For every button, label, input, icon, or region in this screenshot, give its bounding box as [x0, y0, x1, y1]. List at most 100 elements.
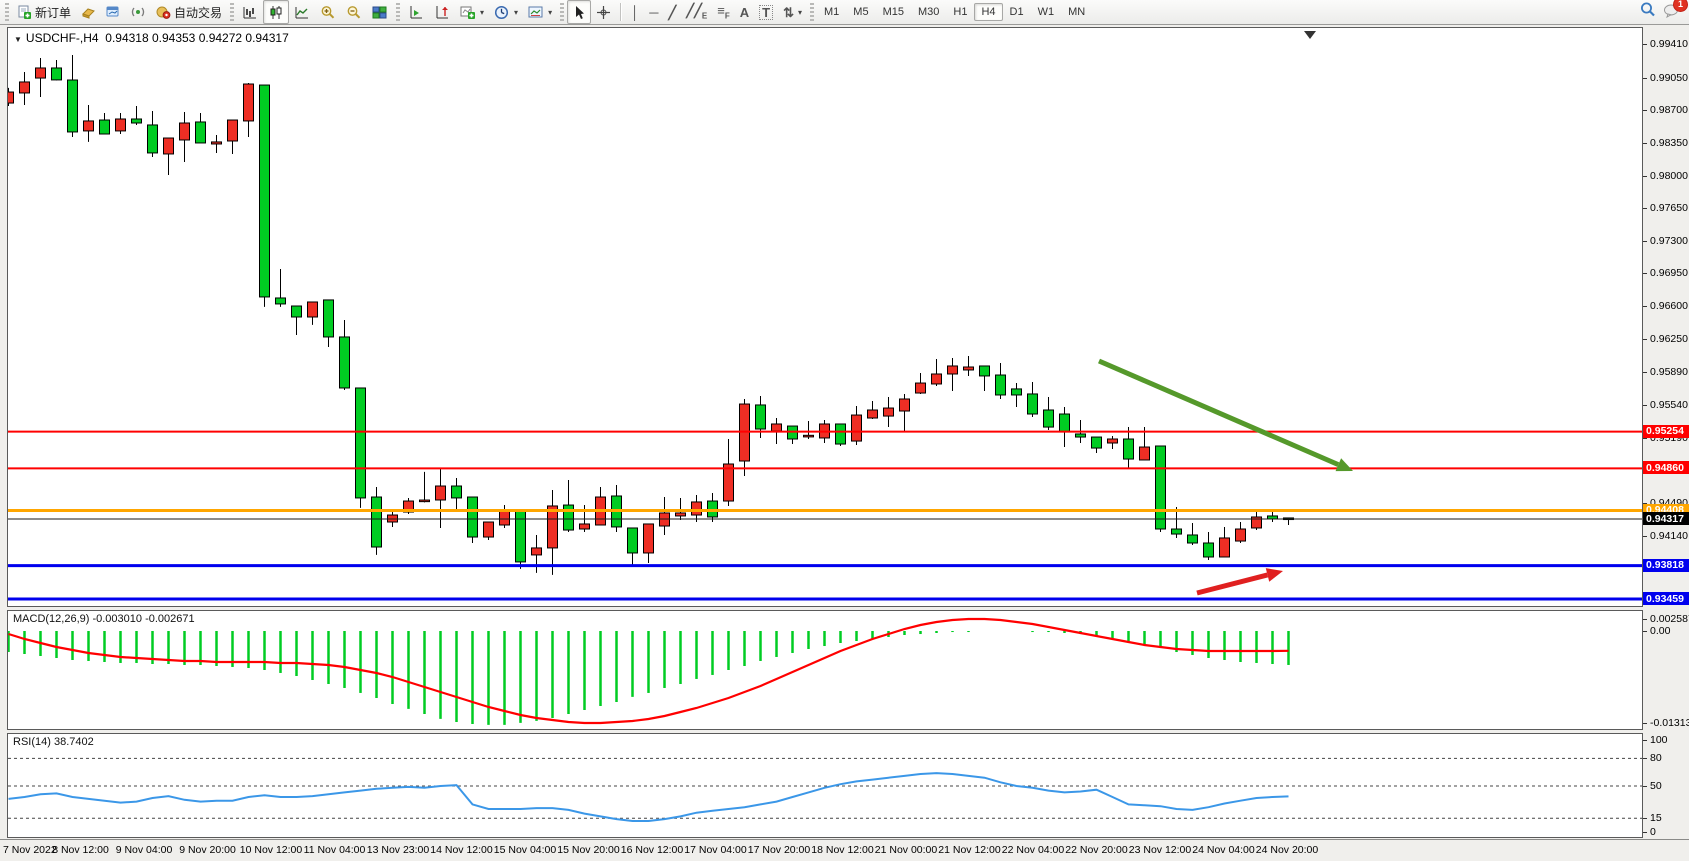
timeframe-M1[interactable]: M1	[824, 6, 840, 18]
level-price-badge: 0.95254	[1643, 424, 1689, 438]
hline-icon: ─	[649, 4, 659, 20]
candle	[1235, 522, 1246, 543]
text-tool[interactable]: A	[735, 0, 754, 24]
templates-button[interactable]: ▾	[523, 0, 557, 24]
broadcast-icon	[131, 5, 146, 19]
rsi-chart[interactable]	[8, 734, 1642, 837]
market-watch-button[interactable]	[76, 0, 101, 24]
new-chart-button[interactable]: ▾	[455, 0, 489, 24]
rsi-panel[interactable]: RSI(14) 38.7402	[7, 733, 1643, 838]
tile-windows-button[interactable]	[367, 0, 393, 24]
arrows-tool[interactable]: ⇅ ▾	[778, 0, 807, 24]
time-axis-label: 17 Nov 04:00	[684, 844, 747, 856]
new-order-icon	[17, 5, 32, 20]
rsi-axis-label: 15	[1650, 812, 1662, 825]
macd-chart[interactable]	[8, 611, 1642, 729]
dropdown-arrow-icon: ▾	[797, 7, 802, 17]
zoom-out-button[interactable]	[341, 0, 367, 24]
timeframe-H4[interactable]: H4	[974, 3, 1003, 21]
axis-tick	[1643, 631, 1647, 632]
text-label-tool[interactable]: T	[754, 0, 778, 24]
chart-shift-button[interactable]	[429, 0, 455, 24]
chart-menu-triangle-icon[interactable]: ▼	[14, 35, 22, 44]
candle	[355, 387, 366, 508]
auto-scroll-button[interactable]	[403, 0, 429, 24]
signals-button[interactable]	[126, 0, 151, 24]
strategy-tester-button[interactable]	[101, 0, 126, 24]
macd-panel[interactable]: MACD(12,26,9) -0.003010 -0.002671	[7, 610, 1643, 730]
chart-shift-marker-icon[interactable]	[1304, 31, 1316, 39]
search-icon[interactable]	[1639, 1, 1657, 23]
candle	[483, 521, 494, 541]
time-axis-label: 9 Nov 04:00	[115, 844, 173, 856]
level-price-badge: 0.93818	[1643, 558, 1689, 572]
bar-chart-button[interactable]	[237, 0, 263, 24]
timeframe-W1[interactable]: W1	[1037, 6, 1055, 18]
time-axis-label: 23 Nov 12:00	[1128, 844, 1192, 856]
channel-icon: ╱╱E	[686, 2, 708, 21]
toolbar-grip[interactable]	[396, 3, 401, 21]
main-chart-panel[interactable]: ▼ USDCHF-,H4 0.94318 0.94353 0.94272 0.94…	[7, 27, 1643, 607]
timeframe-MN[interactable]: MN	[1068, 6, 1086, 18]
vertical-line-tool[interactable]: │	[626, 0, 644, 24]
fibonacci-tool[interactable]: ≡F	[712, 0, 734, 24]
price-axis[interactable]: 0.99410 0.99050 0.98700 0.98350 0.98000 0.976…	[1643, 27, 1689, 838]
time-axis-label: 22 Nov 20:00	[1065, 844, 1128, 856]
auto-trading-button[interactable]: 自动交易	[151, 0, 227, 24]
notification-badge: 1	[1673, 0, 1688, 12]
trendline-tool[interactable]: ╱	[663, 0, 681, 24]
equidistant-channel-tool[interactable]: ╱╱E	[681, 0, 712, 24]
candle	[1043, 397, 1054, 431]
timeframe-H1[interactable]: H1	[953, 6, 968, 18]
candle	[291, 305, 302, 336]
zoom-in-button[interactable]	[315, 0, 341, 24]
time-axis-label: 13 Nov 23:00	[366, 844, 430, 856]
new-order-label: 新订单	[35, 5, 72, 20]
toolbar-grip[interactable]	[810, 3, 814, 21]
timeframe-M5[interactable]: M5	[853, 6, 869, 18]
horizontal-line-tool[interactable]: ─	[644, 0, 663, 24]
toolbar-grip[interactable]	[560, 3, 565, 21]
axis-tick	[1643, 338, 1647, 340]
auto-trading-label: 自动交易	[174, 5, 223, 20]
crosshair-tool-button[interactable]	[591, 0, 616, 24]
axis-price-label: 0.99410	[1650, 38, 1688, 50]
candlestick-chart-button[interactable]	[263, 0, 290, 24]
period-button[interactable]: ▾	[489, 0, 523, 24]
rsi-line	[8, 772, 1289, 822]
axis-tick	[1643, 240, 1647, 242]
axis-tick	[1643, 208, 1647, 210]
fibonacci-icon: ≡F	[717, 2, 730, 21]
axis-tick	[1643, 437, 1647, 439]
time-axis-label: 21 Nov 12:00	[938, 844, 1001, 856]
notifications-button[interactable]: 1	[1663, 0, 1688, 23]
axis-tick	[1643, 44, 1647, 45]
candle	[371, 486, 382, 555]
bar-chart-icon	[242, 5, 258, 20]
candle	[787, 425, 798, 445]
toolbar-grip[interactable]	[230, 3, 235, 21]
bounce-arrow[interactable]	[1196, 568, 1283, 596]
new-order-button[interactable]: 新订单	[12, 0, 76, 24]
time-axis[interactable]: 7 Nov 2022 8 Nov 12:00 9 Nov 04:00 9 Nov 20…	[0, 839, 1689, 861]
axis-tick	[1643, 535, 1647, 537]
toolbar-grip[interactable]	[5, 3, 9, 21]
downtrend-arrow[interactable]	[1098, 358, 1353, 472]
macd-axis-label: 0.00	[1650, 625, 1671, 637]
time-axis-label: 22 Nov 04:00	[1001, 844, 1065, 856]
level-price-badge: 0.93459	[1643, 592, 1689, 606]
rsi-axis-label: 80	[1650, 752, 1662, 765]
candle	[1027, 382, 1038, 417]
candle	[899, 394, 910, 431]
axis-tick	[1643, 142, 1647, 144]
timeframe-D1[interactable]: D1	[1009, 6, 1024, 18]
candlestick-chart[interactable]	[8, 28, 1642, 606]
line-chart-button[interactable]	[289, 0, 315, 24]
timeframe-M15[interactable]: M15	[882, 6, 904, 18]
template-icon	[528, 5, 544, 20]
candle	[1059, 407, 1070, 448]
timeframe-M30[interactable]: M30	[917, 6, 940, 18]
axis-tick	[1643, 786, 1647, 787]
cursor-tool-button[interactable]	[567, 0, 592, 24]
time-axis-label: 14 Nov 12:00	[430, 844, 493, 856]
